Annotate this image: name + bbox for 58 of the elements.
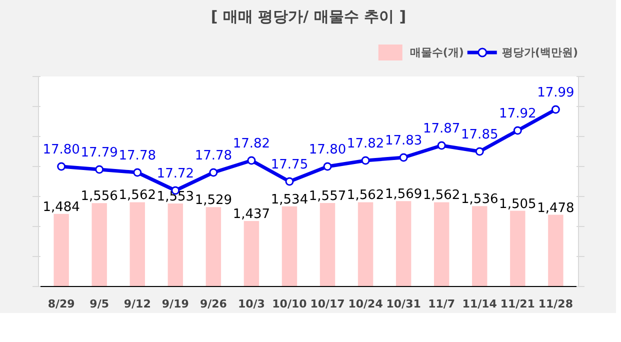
data-label: 17.99 [537, 86, 574, 100]
data-label: 17.78 [194, 148, 232, 164]
point [437, 141, 446, 150]
point [551, 105, 560, 114]
x-tick-label: 10/17 [310, 298, 345, 310]
x-tick-label: 9/26 [200, 298, 228, 310]
point [247, 156, 256, 165]
x-tick-label: 10/10 [272, 298, 308, 310]
data-label: 1,562 [346, 188, 384, 204]
point [95, 165, 104, 174]
legend-label: 매물수(개) [410, 44, 464, 60]
data-label: 1,569 [384, 187, 422, 202]
x-tick-label: 9/5 [90, 298, 110, 310]
point [513, 126, 522, 135]
data-label: 17.80 [308, 142, 346, 158]
legend-label: 평당가(백만원) [502, 44, 578, 60]
x-tick-label: 9/19 [162, 298, 189, 310]
x-tick-label: 11/21 [500, 298, 535, 310]
data-label: 17.92 [499, 106, 536, 122]
data-label: 1,536 [461, 192, 498, 208]
x-tick-label: 9/12 [124, 298, 151, 310]
data-label: 1,562 [118, 188, 156, 204]
data-label: 17.87 [422, 122, 460, 136]
data-label: 1,557 [308, 188, 346, 204]
chart-title: [ 매매 평당가/ 매물수 추이 ] [210, 8, 406, 26]
x-tick-label: 11/28 [538, 298, 574, 310]
x-tick-label: 10/24 [348, 298, 384, 310]
data-label: 17.79 [80, 146, 118, 160]
point [57, 162, 66, 171]
x-tick-label: 10/3 [238, 298, 265, 310]
data-label: 1,534 [270, 192, 308, 208]
point [361, 156, 370, 165]
point [209, 168, 218, 177]
data-label: 1,478 [537, 200, 574, 216]
data-label: 1,484 [42, 200, 80, 215]
data-label: 17.72 [156, 166, 194, 182]
data-label: 17.82 [232, 136, 270, 152]
data-label: 17.80 [42, 142, 80, 158]
data-label: 1,505 [499, 196, 536, 212]
data-label: 17.83 [384, 134, 422, 148]
x-tick-label: 11/14 [462, 298, 498, 310]
point [399, 153, 408, 162]
data-label: 17.75 [270, 158, 308, 172]
point [323, 162, 332, 171]
data-label: 1,562 [422, 188, 460, 204]
point [285, 177, 294, 186]
x-tick-label: 8/29 [48, 298, 75, 310]
data-label: 1,556 [80, 189, 118, 204]
data-label: 17.82 [346, 136, 384, 152]
data-label: 17.85 [461, 128, 498, 142]
x-tick-label: 10/31 [386, 298, 421, 310]
x-tick-label: 11/7 [428, 298, 456, 310]
data-label: 1,437 [232, 206, 270, 222]
point [133, 168, 142, 177]
point [475, 147, 484, 156]
data-label: 1,529 [194, 193, 232, 208]
data-label: 17.78 [118, 148, 156, 164]
data-label: 1,553 [156, 190, 194, 205]
